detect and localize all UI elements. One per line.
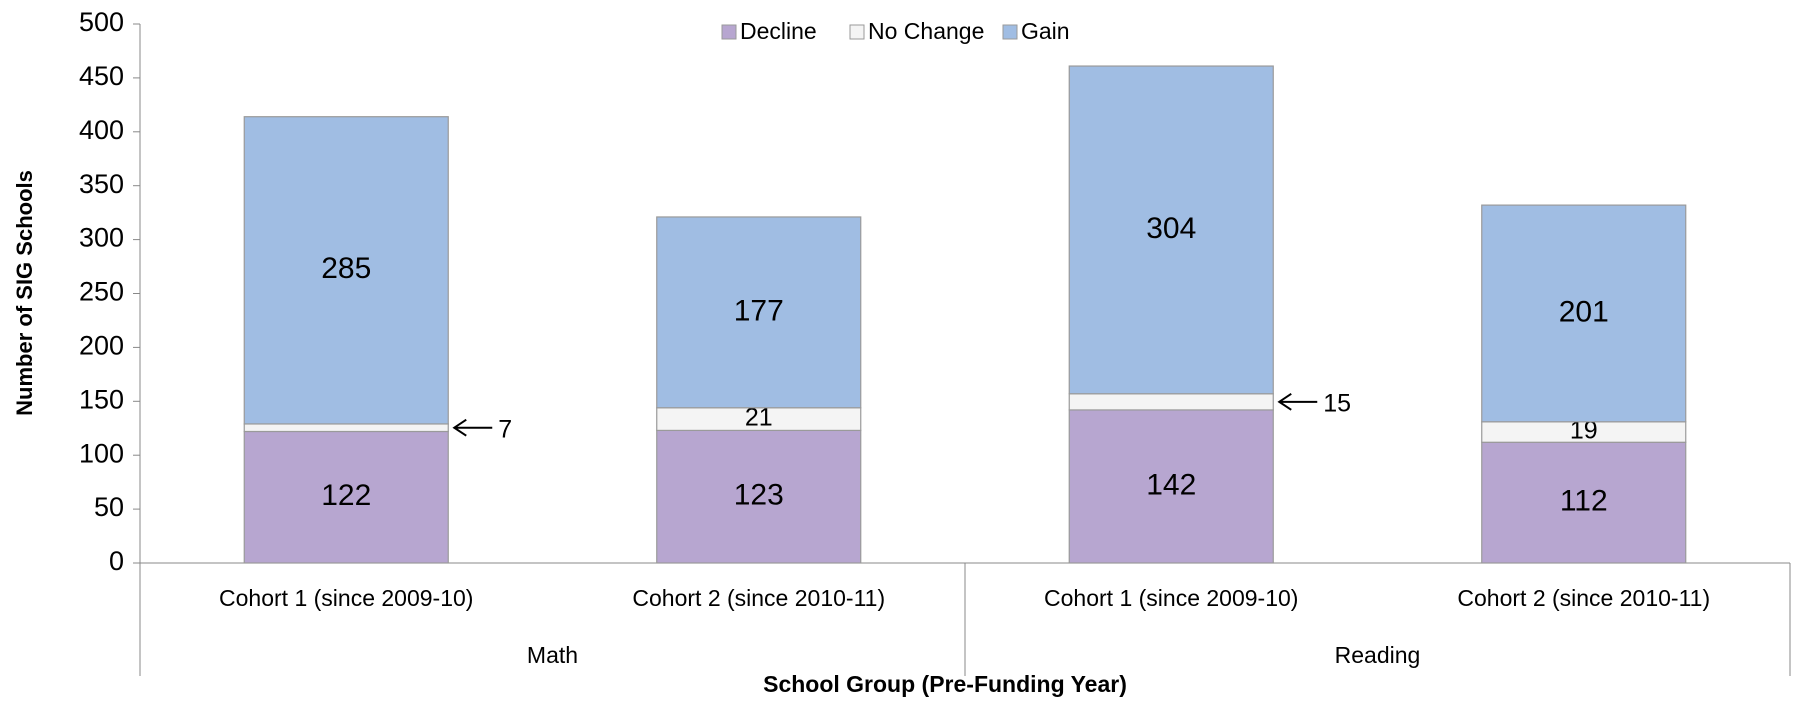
y-tick-label: 500 [79,7,124,37]
legend-swatch [721,24,737,40]
data-label: 7 [498,415,512,443]
bar-segment [656,429,862,564]
y-tick-label: 150 [79,384,124,414]
data-label: 142 [1146,468,1196,501]
bar-segment [1481,204,1687,423]
bar-segment [1481,441,1687,564]
y-axis-title: Number of SIG Schools [12,170,37,416]
data-label: 122 [321,479,371,512]
y-tick-label: 0 [109,546,124,576]
bar-segment [1068,393,1274,411]
legend-label: Gain [1021,18,1070,44]
group-label: Reading [1335,642,1421,668]
y-tick-label: 250 [79,277,124,307]
bar-segment [243,116,449,425]
x-axis-title: School Group (Pre-Funding Year) [763,671,1127,697]
y-tick-label: 300 [79,223,124,253]
data-label: 201 [1559,295,1609,328]
legend-label: No Change [868,18,984,44]
y-tick-label: 200 [79,331,124,361]
data-label: 15 [1323,389,1351,417]
x-tick-label: Cohort 1 (since 2009-10) [1044,585,1298,611]
bar-segment [243,430,449,564]
y-tick-label: 50 [94,492,124,522]
y-tick-label: 400 [79,115,124,145]
bar-segment [1068,409,1274,564]
y-tick-label: 100 [79,438,124,468]
bar-segment [243,423,449,433]
bar-segment [656,216,862,409]
y-tick-label: 350 [79,169,124,199]
label-arrow [1277,393,1318,411]
group-label: Math [527,642,578,668]
data-label: 177 [734,294,784,327]
data-label: 304 [1146,212,1196,245]
x-tick-label: Cohort 2 (since 2010-11) [1457,585,1710,611]
x-tick-label: Cohort 2 (since 2010-11) [632,585,885,611]
data-label: 112 [1560,485,1608,518]
legend-swatch [849,24,865,40]
legend-label: Decline [740,18,817,44]
legend-swatch [1002,24,1018,40]
data-label: 123 [734,479,784,512]
data-label: 285 [321,252,371,285]
y-tick-label: 450 [79,61,124,91]
x-tick-label: Cohort 1 (since 2009-10) [219,585,473,611]
bar-segment [1068,65,1274,395]
label-arrow [452,418,493,437]
